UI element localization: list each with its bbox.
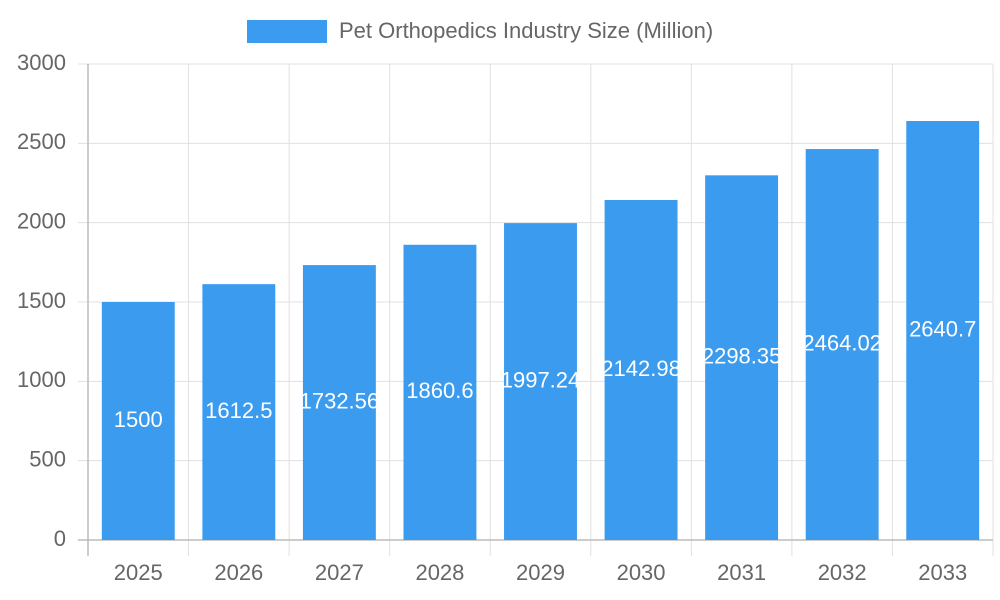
- bar: [403, 244, 477, 541]
- value-label: 1500: [114, 407, 163, 432]
- y-tick-label: 0: [54, 526, 66, 551]
- bar: [302, 265, 376, 540]
- bar: [705, 175, 779, 540]
- value-label: 1732.56: [300, 388, 380, 413]
- bar: [604, 199, 678, 540]
- legend-label: Pet Orthopedics Industry Size (Million): [339, 18, 713, 43]
- y-tick-label: 2500: [17, 129, 66, 154]
- x-tick-label: 2025: [114, 560, 163, 585]
- y-tick-label: 2000: [17, 208, 66, 233]
- y-tick-label: 3000: [17, 50, 66, 75]
- x-tick-label: 2030: [617, 560, 666, 585]
- value-label: 2142.98: [601, 356, 681, 381]
- x-tick-label: 2033: [918, 560, 967, 585]
- value-label: 1860.6: [406, 378, 473, 403]
- x-tick-label: 2031: [717, 560, 766, 585]
- legend: Pet Orthopedics Industry Size (Million): [247, 18, 713, 43]
- bar: [906, 121, 980, 540]
- value-label: 1997.24: [501, 367, 581, 392]
- value-label: 2640.7: [909, 316, 976, 341]
- x-tick-label: 2027: [315, 560, 364, 585]
- x-tick-label: 2032: [818, 560, 867, 585]
- bar: [504, 223, 577, 540]
- bar: [202, 284, 276, 540]
- value-label: 2464.02: [802, 330, 882, 355]
- y-tick-label: 500: [29, 446, 66, 471]
- x-tick-label: 2029: [516, 560, 565, 585]
- x-tick-label: 2028: [415, 560, 464, 585]
- x-tick-label: 2026: [214, 560, 263, 585]
- y-tick-label: 1000: [17, 367, 66, 392]
- y-tick-label: 1500: [17, 288, 66, 313]
- value-label: 2298.35: [702, 343, 782, 368]
- legend-swatch: [247, 20, 327, 43]
- bar: [101, 302, 175, 540]
- bar: [805, 149, 879, 540]
- value-label: 1612.5: [205, 398, 272, 423]
